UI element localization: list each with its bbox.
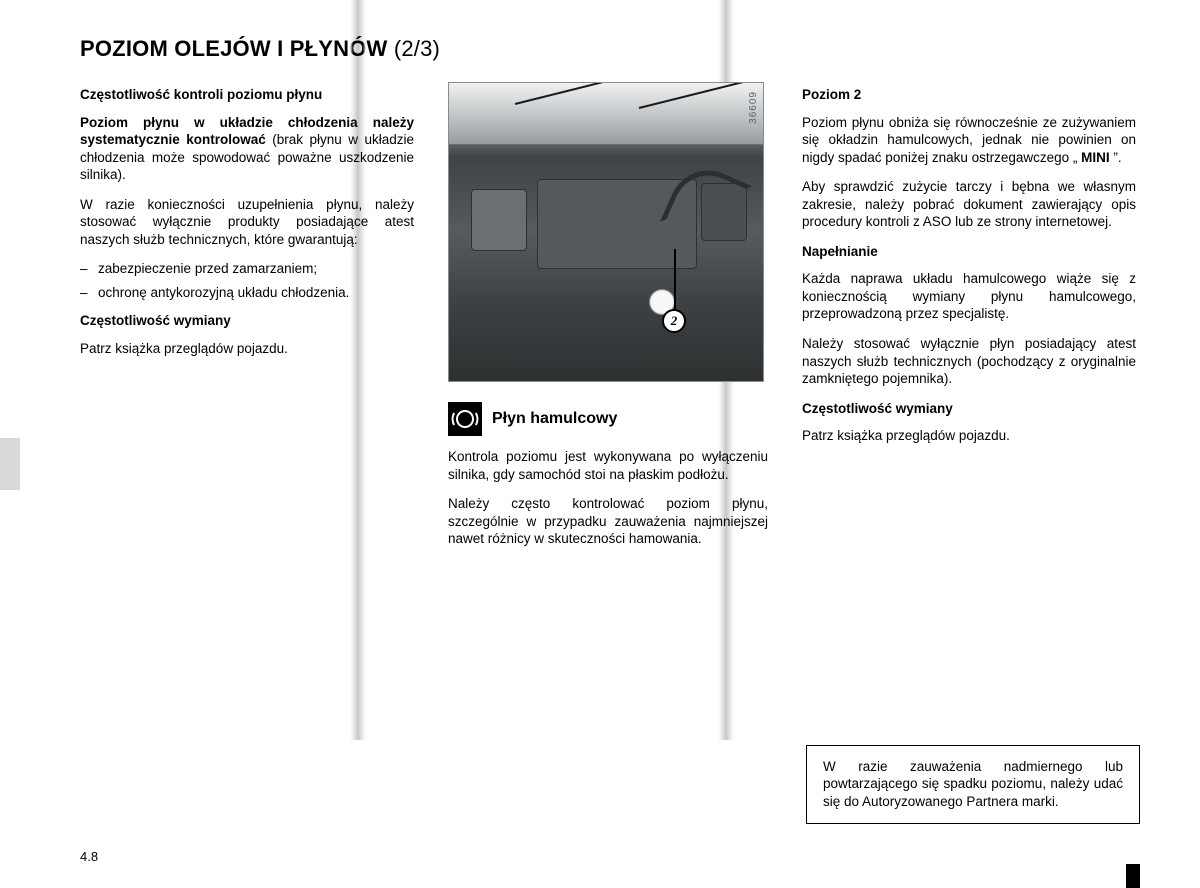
paragraph: Należy stosować wyłącznie płyn posiadają… [802,335,1136,388]
column-left: Częstotliwość kontroli poziomu płynu Poz… [80,82,432,560]
section-icon-heading: Płyn hamulcowy [448,402,768,436]
bullet-list: zabezpieczenie przed zamarzaniem; ochron… [80,260,414,302]
brake-fluid-icon [448,402,482,436]
paragraph: Patrz książka przeglądów pojazdu. [80,340,414,358]
title-main: POZIOM OLEJÓW I PŁYNÓW [80,36,394,61]
image-id: 36609 [748,91,759,124]
title-sub: (2/3) [394,36,440,61]
column-right: Poziom 2 Poziom płynu obniża się równocz… [784,82,1136,560]
corner-mark [1126,864,1140,888]
text: ”. [1110,150,1122,165]
heading: Poziom 2 [802,86,1136,104]
paragraph: Poziom płynu obniża się równocześnie ze … [802,114,1136,167]
list-item: ochronę antykorozyjną układu chłodzenia. [80,284,414,302]
paragraph: Każda naprawa układu hamulcowego wiąże s… [802,270,1136,323]
paragraph: Aby sprawdzić zużycie tarczy i bębna we … [802,178,1136,231]
heading: Napełnianie [802,243,1136,261]
hood-graphic [449,83,763,145]
section-label: Płyn hamulcowy [492,410,617,428]
page-number: 4.8 [80,849,98,864]
callout-line [674,249,676,315]
page-title: POZIOM OLEJÓW I PŁYNÓW (2/3) [80,36,1140,62]
engine-block-graphic [471,189,527,251]
paragraph: W razie konieczności uzupełnienia płynu,… [80,196,414,249]
heading: Częstotliwość kontroli poziomu płynu [80,86,414,104]
heading: Częstotliwość wymiany [80,312,414,330]
section-tab [0,438,20,490]
bold-text: MINI [1081,150,1110,165]
paragraph: Należy często kontrolować poziom płynu, … [448,495,768,548]
column-middle: 2 36609 Płyn hamulcowy Kontrola poziomu … [432,82,784,560]
paragraph: Poziom płynu w układzie chłodzenia należ… [80,114,414,184]
paragraph: Kontrola poziomu jest wykonywana po wyłą… [448,448,768,483]
callout-marker: 2 [662,309,686,333]
manual-page: POZIOM OLEJÓW I PŁYNÓW (2/3) Częstotliwo… [0,0,1200,888]
engine-bay-image: 2 36609 [448,82,764,382]
columns: Częstotliwość kontroli poziomu płynu Poz… [80,82,1140,560]
list-item: zabezpieczenie przed zamarzaniem; [80,260,414,278]
paragraph: Patrz książka przeglądów pojazdu. [802,427,1136,445]
heading: Częstotliwość wymiany [802,400,1136,418]
warning-box: W razie zauważenia nadmiernego lub powta… [806,745,1140,824]
